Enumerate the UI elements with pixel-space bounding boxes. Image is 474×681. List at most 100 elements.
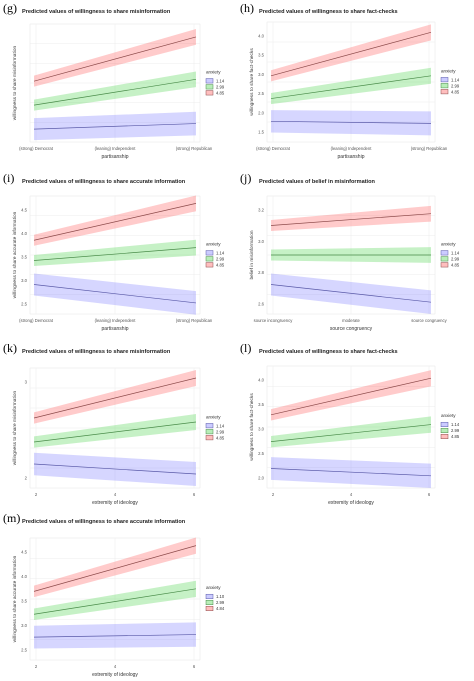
- legend-swatch: [440, 83, 449, 89]
- x-axis-label: partisanship: [102, 326, 129, 332]
- chart-panel-0: (g) Predicted values of willingness to sh…: [3, 1, 225, 160]
- y-tick-label: 2: [25, 476, 28, 481]
- x-axis-label: partisanship: [338, 154, 365, 160]
- ci-ribbon: [34, 580, 196, 620]
- x-tick-label: (strong) Republican: [176, 318, 213, 323]
- ci-ribbon: [34, 622, 196, 649]
- legend-label: 4.85: [451, 434, 460, 439]
- y-tick-label: 1.5: [258, 130, 264, 135]
- ci-ribbon: [271, 24, 431, 82]
- y-tick-label: 3.5: [21, 599, 27, 604]
- legend-label: 1.14: [451, 422, 460, 427]
- legend-swatch: [205, 262, 214, 268]
- legend-label: 2.99: [216, 85, 225, 90]
- x-tick-label: 4: [114, 492, 117, 497]
- y-axis-label: belief in misinformation: [249, 230, 255, 279]
- chart-panel-3: (j) Predicted values of belief in misinfo…: [240, 171, 460, 332]
- legend-title: anxiety: [206, 242, 221, 247]
- chart-title: Predicted values of willingness to share…: [259, 349, 398, 355]
- x-tick-label: 6: [193, 664, 196, 669]
- legend-swatch: [205, 435, 214, 441]
- y-axis-label: willingness to share misinformation: [12, 390, 18, 465]
- x-tick-label: (leaning) Independent: [331, 146, 373, 151]
- series-line: [270, 424, 432, 442]
- panel-label: (h): [240, 1, 254, 15]
- legend-swatch: [440, 421, 449, 427]
- x-tick-label: (strong) Republican: [176, 146, 213, 151]
- series-line: [33, 463, 197, 475]
- x-tick-label: source incongruency: [254, 318, 294, 323]
- y-axis-label: willingness to share accurate informatio…: [12, 555, 18, 642]
- legend-label: 4.85: [216, 91, 225, 96]
- y-tick-label: 4.0: [258, 378, 264, 383]
- series-line: [33, 203, 197, 241]
- y-tick-label: 3: [25, 380, 28, 385]
- x-tick-label: 2: [35, 492, 38, 497]
- ci-ribbon: [271, 370, 431, 421]
- ci-ribbon: [34, 29, 196, 87]
- y-axis-label: willingness to share fact-checks: [249, 48, 255, 116]
- y-tick-label: 2.0: [258, 110, 264, 115]
- panel-label: (g): [3, 1, 17, 15]
- chart-title: Predicted values of willingness to share…: [22, 9, 171, 15]
- x-tick-label: moderate: [342, 318, 360, 323]
- series-line: [33, 284, 197, 304]
- ci-ribbon: [271, 416, 431, 448]
- legend-swatch: [205, 256, 214, 262]
- ci-ribbon: [34, 537, 196, 598]
- legend-swatch: [205, 78, 214, 84]
- legend-label: 4.85: [451, 89, 460, 94]
- series-line: [33, 123, 197, 130]
- y-tick-label: 2.5: [258, 451, 264, 456]
- ci-ribbon: [271, 110, 431, 136]
- series-line: [33, 377, 197, 419]
- chart-title: Predicted values of belief in misinforma…: [259, 179, 376, 185]
- legend-label: 1.14: [451, 251, 460, 256]
- legend-label: 4.85: [216, 263, 225, 268]
- panel-label: (j): [240, 171, 251, 185]
- panel-label: (m): [3, 511, 20, 525]
- x-tick-label: (strong) Democrat: [256, 146, 291, 151]
- ci-ribbon: [34, 239, 196, 267]
- series-line: [33, 588, 197, 615]
- ci-ribbon: [34, 195, 196, 246]
- y-tick-label: 3.2: [258, 208, 264, 213]
- x-tick-label: 2: [272, 492, 275, 497]
- legend-swatch: [205, 593, 214, 599]
- x-tick-label: 6: [193, 492, 196, 497]
- legend-swatch: [440, 256, 449, 262]
- x-tick-label: (strong) Republican: [411, 146, 448, 151]
- ci-ribbon: [271, 67, 431, 105]
- legend-swatch: [205, 599, 214, 605]
- legend-swatch: [205, 84, 214, 90]
- y-tick-label: 3.5: [258, 402, 264, 407]
- y-tick-label: 3.0: [258, 239, 264, 244]
- legend-label: 2.99: [451, 83, 460, 88]
- y-tick-label: 2.0: [258, 476, 264, 481]
- legend-swatch: [440, 433, 449, 439]
- y-axis-label: willingness to share misinformation: [12, 45, 18, 120]
- y-tick-label: 3.0: [258, 427, 264, 432]
- series-line: [270, 75, 432, 99]
- y-tick-label: 2.5: [21, 302, 27, 307]
- legend-swatch: [205, 429, 214, 435]
- ci-ribbon: [34, 452, 196, 486]
- y-tick-label: 3.5: [21, 255, 27, 260]
- y-tick-label: 2.8: [258, 270, 264, 275]
- series-line: [270, 120, 432, 124]
- y-tick-label: 2.6: [258, 302, 264, 307]
- chart-title: Predicted values of willingness to share…: [22, 519, 186, 525]
- y-tick-label: 2.5: [21, 648, 27, 653]
- x-axis-label: extremity of ideology: [92, 500, 138, 506]
- series-line: [33, 421, 197, 443]
- legend-swatch: [440, 427, 449, 433]
- legend-label: 4.84: [216, 606, 225, 611]
- ci-ribbon: [34, 273, 196, 315]
- legend-label: 1.14: [216, 251, 225, 256]
- legend-label: 4.85: [216, 435, 225, 440]
- y-tick-label: 3.0: [258, 72, 264, 77]
- x-tick-label: 2: [35, 664, 38, 669]
- legend-label: 2.99: [216, 600, 225, 605]
- legend-title: anxiety: [441, 68, 456, 73]
